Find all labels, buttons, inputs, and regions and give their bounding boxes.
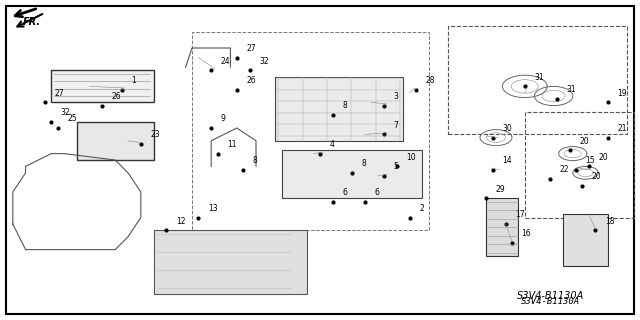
- Text: 6: 6: [374, 188, 380, 197]
- Text: 27: 27: [54, 89, 64, 98]
- FancyBboxPatch shape: [563, 214, 608, 266]
- FancyBboxPatch shape: [275, 77, 403, 141]
- Text: 18: 18: [605, 217, 614, 226]
- Text: 16: 16: [522, 229, 531, 238]
- Text: 21: 21: [618, 124, 627, 133]
- Text: 20: 20: [579, 137, 589, 146]
- Text: 9: 9: [221, 114, 226, 123]
- FancyBboxPatch shape: [51, 70, 154, 102]
- Text: S3V4-B1130A: S3V4-B1130A: [516, 291, 584, 301]
- Text: 19: 19: [618, 89, 627, 98]
- Text: 26: 26: [246, 76, 256, 85]
- Text: 17: 17: [515, 210, 525, 219]
- Bar: [448, 26, 627, 134]
- Text: 24: 24: [221, 57, 230, 66]
- Text: FR.: FR.: [23, 17, 41, 28]
- Text: 14: 14: [502, 156, 512, 165]
- Text: 10: 10: [406, 153, 416, 162]
- Text: 8: 8: [362, 159, 366, 168]
- Text: 13: 13: [208, 204, 218, 213]
- FancyBboxPatch shape: [154, 230, 307, 294]
- Text: S3V4-B1130A: S3V4-B1130A: [521, 297, 580, 306]
- FancyBboxPatch shape: [282, 150, 422, 198]
- Text: 7: 7: [394, 121, 399, 130]
- Text: 3: 3: [394, 92, 399, 101]
- Text: 6: 6: [342, 188, 348, 197]
- Text: 2: 2: [419, 204, 424, 213]
- Text: 31: 31: [566, 85, 576, 94]
- Text: 11: 11: [227, 140, 237, 149]
- Text: 32: 32: [259, 57, 269, 66]
- Text: 15: 15: [586, 156, 595, 165]
- Text: 29: 29: [496, 185, 506, 194]
- Text: 20: 20: [592, 172, 602, 181]
- Text: 32: 32: [61, 108, 70, 117]
- FancyBboxPatch shape: [486, 198, 518, 256]
- Text: 28: 28: [426, 76, 435, 85]
- Text: 26: 26: [112, 92, 122, 101]
- Text: 5: 5: [394, 162, 399, 171]
- Text: 22: 22: [560, 165, 570, 174]
- Text: 12: 12: [176, 217, 186, 226]
- FancyBboxPatch shape: [77, 122, 154, 160]
- Text: 4: 4: [330, 140, 335, 149]
- Text: 1: 1: [131, 76, 136, 85]
- Bar: [192, 32, 429, 230]
- Text: 31: 31: [534, 73, 544, 82]
- Text: 23: 23: [150, 130, 160, 139]
- Text: 8: 8: [253, 156, 257, 165]
- Bar: [525, 112, 634, 218]
- Text: 27: 27: [246, 44, 256, 53]
- Text: 25: 25: [67, 114, 77, 123]
- Text: 20: 20: [598, 153, 608, 162]
- Text: 30: 30: [502, 124, 512, 133]
- Text: 8: 8: [342, 101, 347, 110]
